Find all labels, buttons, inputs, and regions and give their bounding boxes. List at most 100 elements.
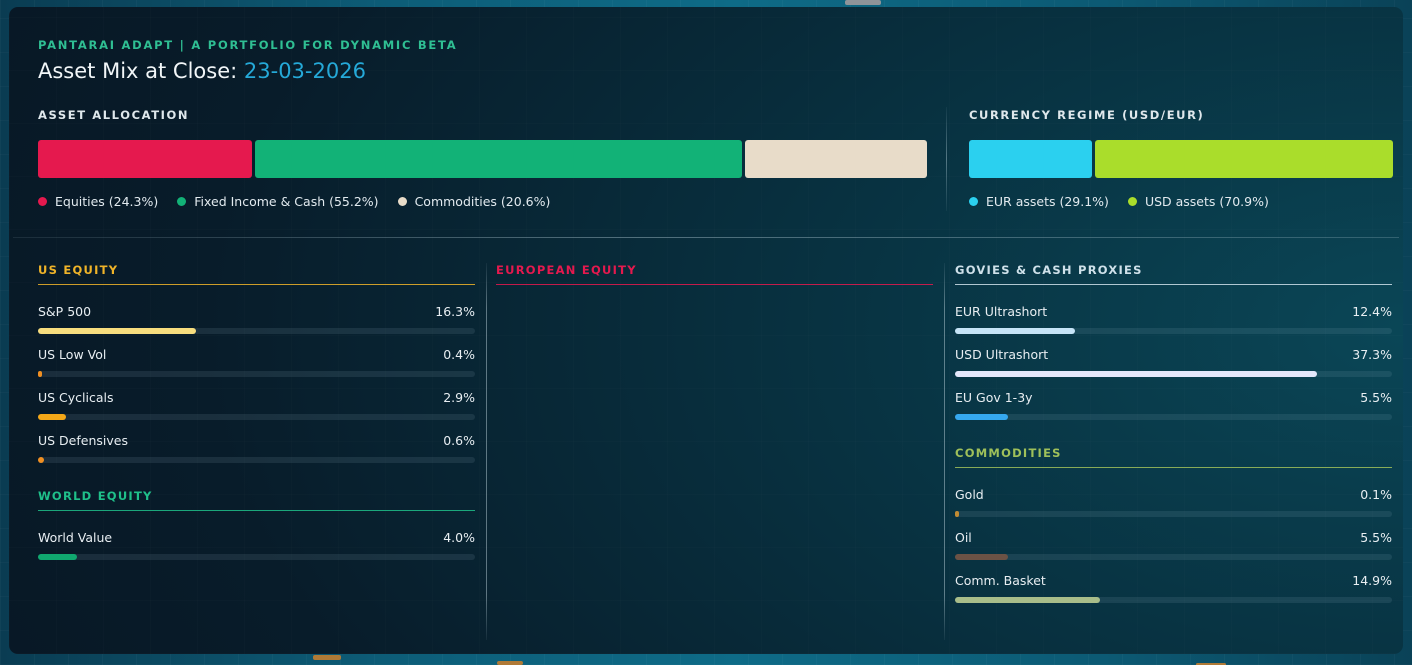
page-title: Asset Mix at Close: 23-03-2026 (38, 59, 366, 83)
legend-dot-icon (397, 197, 407, 206)
backdrop-tab (1196, 663, 1226, 665)
currency-regime-legend: EUR assets (29.1%) USD assets (70.9%) (969, 194, 1393, 209)
holdings-group-title: GOVIES & CASH PROXIES (955, 263, 1143, 277)
holdings-group-title: US EQUITY (38, 263, 119, 277)
asset-allocation-legend-item[interactable]: Equities (24.3%) (38, 194, 158, 209)
holding-label: Comm. Basket (955, 573, 1046, 588)
backdrop-tab (313, 655, 341, 660)
holding-row[interactable]: S&P 500 16.3% (38, 291, 475, 334)
holding-row[interactable]: USD Ultrashort 37.3% (955, 334, 1392, 377)
currency-regime-legend-item[interactable]: EUR assets (29.1%) (969, 194, 1109, 209)
holding-bar-track (955, 511, 1392, 517)
backdrop-tab (497, 661, 523, 665)
holding-bar-track (955, 597, 1392, 603)
holding-row-header: US Defensives 0.6% (38, 433, 475, 448)
holding-row[interactable]: Comm. Basket 14.9% (955, 560, 1392, 603)
holding-bar-fill (38, 328, 197, 334)
holding-bar-fill (955, 414, 1009, 420)
holding-bar-fill (38, 371, 42, 377)
holding-label: Oil (955, 530, 972, 545)
holding-row-header: US Cyclicals 2.9% (38, 390, 475, 405)
holding-row[interactable]: EUR Ultrashort 12.4% (955, 291, 1392, 334)
holdings-group-rule (955, 284, 1392, 285)
holding-bar-track (955, 414, 1392, 420)
holding-bar-fill (38, 457, 44, 463)
holding-bar-track (38, 371, 475, 377)
holdings-group-title: WORLD EQUITY (38, 489, 153, 503)
holding-bar-fill (955, 371, 1318, 377)
holdings-group-title: EUROPEAN EQUITY (496, 263, 637, 277)
holding-bar-track (38, 414, 475, 420)
holding-bar-track (38, 457, 475, 463)
currency-regime-block: CURRENCY REGIME (USD/EUR) EUR assets (29… (969, 108, 1393, 209)
holding-value: 0.1% (1360, 487, 1392, 502)
holding-value: 14.9% (1352, 573, 1392, 588)
page-title-date: 23-03-2026 (243, 59, 366, 83)
holdings-group-rule (955, 467, 1392, 468)
holding-label: EU Gov 1-3y (955, 390, 1033, 405)
asset-allocation-legend-label: Equities (24.3%) (55, 194, 159, 209)
holding-row[interactable]: US Low Vol 0.4% (38, 334, 475, 377)
holding-value: 16.3% (435, 304, 475, 319)
currency-regime-legend-label: USD assets (70.9%) (1144, 194, 1269, 209)
holding-label: Gold (955, 487, 984, 502)
holding-row-header: Oil 5.5% (955, 530, 1392, 545)
holding-bar-fill (955, 597, 1100, 603)
asset-allocation-legend-item[interactable]: Fixed Income & Cash (55.2%) (177, 194, 379, 209)
holding-value: 0.6% (443, 433, 475, 448)
legend-dot-icon (1127, 197, 1137, 206)
holdings-group-rule (38, 510, 475, 511)
holding-bar-track (38, 554, 475, 560)
page-title-prefix: Asset Mix at Close: (38, 59, 238, 83)
asset-allocation-segment[interactable] (38, 140, 253, 178)
holding-row[interactable]: EU Gov 1-3y 5.5% (955, 377, 1392, 420)
holding-bar-fill (955, 328, 1076, 334)
holding-label: US Cyclicals (38, 390, 114, 405)
currency-regime-legend-label: EUR assets (29.1%) (986, 194, 1109, 209)
backdrop-tab (845, 0, 881, 5)
holding-row[interactable]: Gold 0.1% (955, 474, 1392, 517)
holding-bar-track (955, 554, 1392, 560)
holdings-group: US EQUITY S&P 500 16.3% US Low Vol 0.4% US Cy… (38, 263, 475, 463)
holding-row[interactable]: US Cyclicals 2.9% (38, 377, 475, 420)
holding-value: 2.9% (443, 390, 475, 405)
asset-allocation-segment[interactable] (255, 140, 743, 178)
asset-allocation-segment[interactable] (745, 140, 927, 178)
holdings-group-title: COMMODITIES (955, 446, 1062, 460)
currency-regime-segment[interactable] (969, 140, 1092, 178)
currency-regime-legend-item[interactable]: USD assets (70.9%) (1127, 194, 1269, 209)
asset-allocation-legend-item[interactable]: Commodities (20.6%) (397, 194, 551, 209)
currency-regime-label: CURRENCY REGIME (USD/EUR) (969, 108, 1205, 122)
holdings-group: GOVIES & CASH PROXIES EUR Ultrashort 12.4%… (955, 263, 1392, 420)
holding-bar-track (38, 328, 475, 334)
holding-row[interactable]: Oil 5.5% (955, 517, 1392, 560)
holding-bar-track (955, 371, 1392, 377)
asset-allocation-legend-label: Fixed Income & Cash (55.2%) (194, 194, 379, 209)
asset-allocation-legend-label: Commodities (20.6%) (414, 194, 551, 209)
holding-label: US Defensives (38, 433, 128, 448)
holding-row[interactable]: US Defensives 0.6% (38, 420, 475, 463)
asset-allocation-legend: Equities (24.3%) Fixed Income & Cash (55.… (38, 194, 927, 209)
holding-label: S&P 500 (38, 304, 92, 319)
legend-dot-icon (969, 197, 978, 206)
currency-regime-segment[interactable] (1094, 140, 1393, 178)
holdings-group-rule (38, 284, 475, 285)
holding-row[interactable]: World Value 4.0% (38, 517, 475, 560)
dashboard-card: PANTARAI ADAPT | A PORTFOLIO FOR DYNAMIC… (9, 7, 1403, 654)
column-us-and-world-equity: US EQUITY S&P 500 16.3% US Low Vol 0.4% US Cy… (38, 263, 475, 586)
holding-row-header: EUR Ultrashort 12.4% (955, 304, 1392, 319)
holding-row-header: Gold 0.1% (955, 487, 1392, 502)
holding-row-header: Comm. Basket 14.9% (955, 573, 1392, 588)
holding-label: USD Ultrashort (955, 347, 1049, 362)
holding-label: World Value (38, 530, 113, 545)
top-section-divider (946, 107, 947, 211)
legend-dot-icon (177, 197, 187, 206)
holding-bar-fill (955, 511, 959, 517)
holding-bar-fill (955, 554, 1009, 560)
currency-regime-stacked-bar (969, 140, 1393, 178)
holdings-group-rule (496, 284, 933, 285)
holding-bar-fill (38, 554, 77, 560)
holdings-group: EUROPEAN EQUITY (496, 263, 933, 285)
holding-label: US Low Vol (38, 347, 107, 362)
